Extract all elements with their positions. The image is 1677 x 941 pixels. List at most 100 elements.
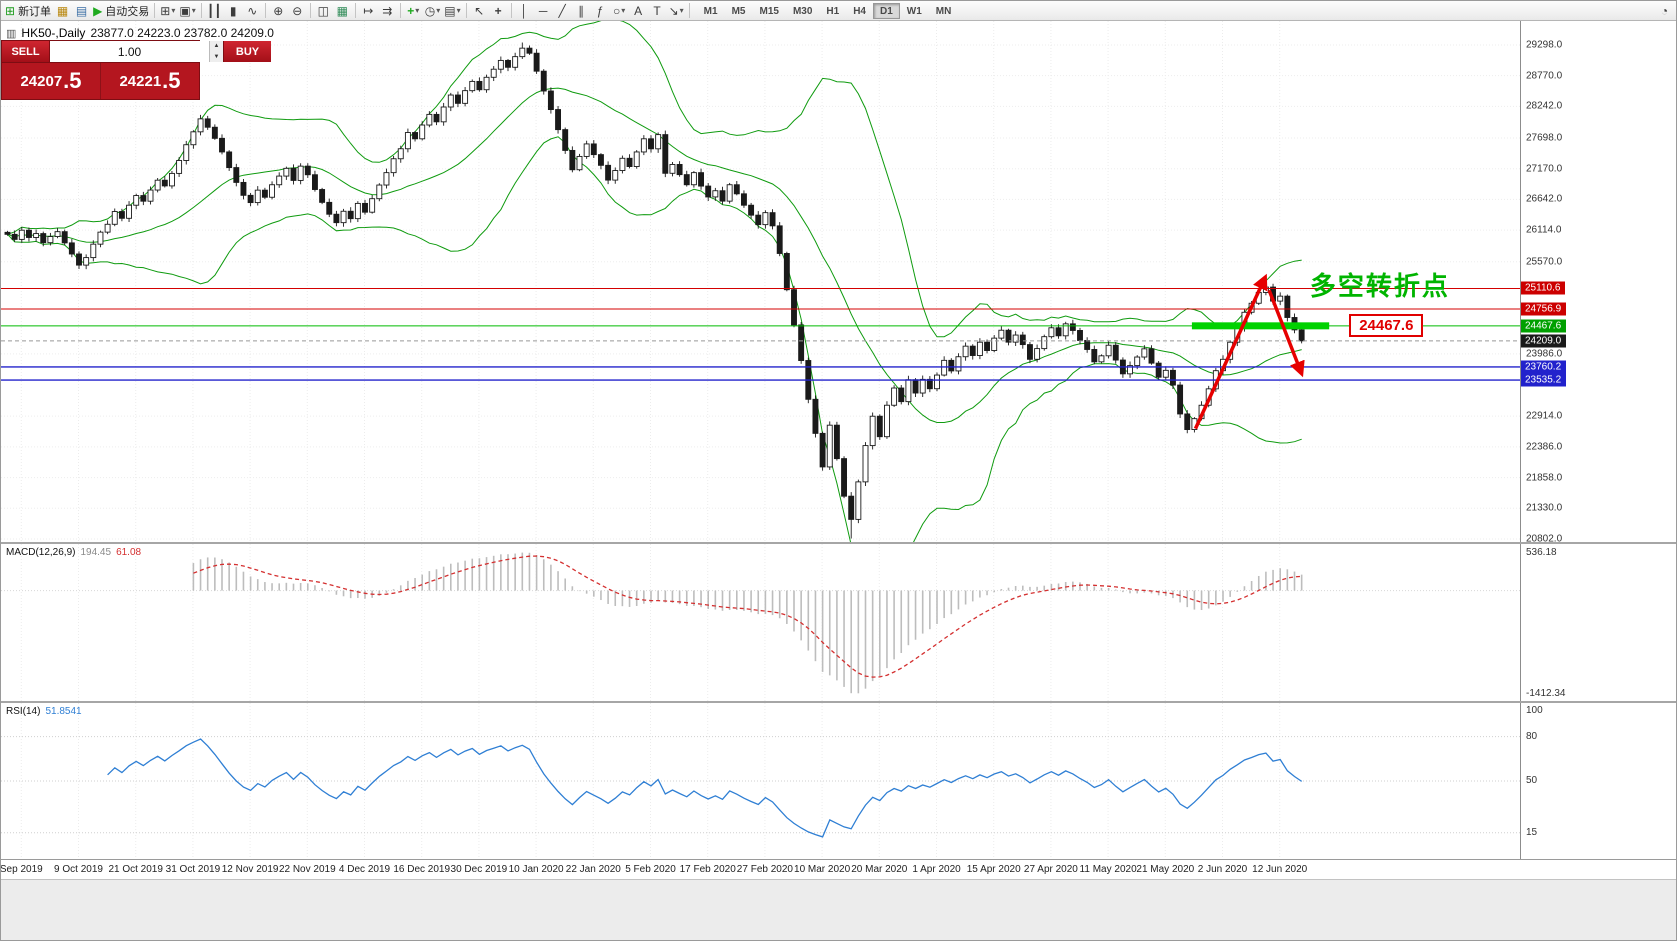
tile-windows-icon[interactable]: ◫: [314, 2, 333, 20]
indicators-icon[interactable]: + ▾: [404, 2, 423, 20]
price-tick: 23986.0: [1526, 348, 1563, 360]
volume-stepper[interactable]: ▲ ▼: [209, 41, 223, 62]
price-tick: 28242.0: [1526, 100, 1563, 112]
volume-up-icon[interactable]: ▲: [210, 41, 223, 52]
crosshair-icon[interactable]: +: [489, 2, 508, 20]
price-tag-24756.9: 24756.9: [1521, 302, 1567, 316]
text-icon[interactable]: A: [629, 2, 648, 20]
chevron-down-icon: ▾: [436, 6, 441, 15]
strategy-grid-icon: ▦: [336, 3, 348, 18]
indicators-icon: +: [407, 3, 415, 18]
text-icon: A: [634, 3, 643, 18]
volume-input[interactable]: [50, 41, 209, 62]
auto-scroll-icon: ↦: [363, 3, 374, 18]
text-label-icon[interactable]: T: [648, 2, 667, 20]
trendline-icon: ╱: [558, 3, 566, 18]
price-tag-24209.0: 24209.0: [1521, 334, 1567, 348]
candle-chart-icon[interactable]: ▮: [224, 2, 243, 20]
trendline-icon[interactable]: ╱: [553, 2, 572, 20]
price-tick: 25570.0: [1526, 256, 1563, 268]
line-chart-icon[interactable]: ∿: [243, 2, 262, 20]
new-order-icon: ⊞: [5, 3, 16, 18]
chevron-down-icon: ▾: [191, 6, 196, 15]
bar-chart-icon[interactable]: ┃┃: [205, 2, 224, 20]
timeframe-m30-button[interactable]: M30: [786, 3, 819, 19]
timeframe-m15-button[interactable]: M15: [752, 3, 785, 19]
macd-label: MACD(12,26,9) 194.45 61.08: [6, 547, 142, 558]
strategy-grid-icon[interactable]: ▦: [333, 2, 352, 20]
timeframe-h4-button[interactable]: H4: [846, 3, 873, 19]
date-axis[interactable]: Sep 2019 9 Oct 2019 21 Oct 2019 31 Oct 2019…: [1, 859, 1676, 879]
tile-windows-icon: ◫: [317, 3, 329, 18]
fibonacci-icon[interactable]: ƒ: [591, 2, 610, 20]
new-chart-icon: ⊞: [160, 3, 171, 18]
date-label: 22 Nov 2019: [278, 864, 336, 875]
sell-button[interactable]: SELL: [2, 41, 50, 62]
candle-chart-icon: ▮: [229, 3, 237, 18]
timeframe-w1-button[interactable]: W1: [900, 3, 929, 19]
macd-axis-min: -1412.34: [1526, 688, 1566, 699]
date-label: 15 Apr 2020: [966, 864, 1021, 875]
price-tick: 21858.0: [1526, 472, 1563, 484]
price-tag-23535.2: 23535.2: [1521, 373, 1567, 387]
toolbar-separator: [510, 3, 512, 18]
buy-price[interactable]: 24221 .5: [101, 63, 199, 99]
rsi-panel[interactable]: RSI(14) 51.8541: [1, 703, 1520, 859]
chevron-down-icon: ▾: [456, 6, 461, 15]
date-label: 27 Apr 2020: [1023, 864, 1078, 875]
profiles-icon[interactable]: ▣ ▾: [177, 2, 197, 20]
zoom-out-icon[interactable]: ⊖: [288, 2, 307, 20]
macd-panel[interactable]: MACD(12,26,9) 194.45 61.08: [1, 544, 1520, 701]
panel-divider[interactable]: [1, 701, 1676, 703]
vertical-line-icon[interactable]: │: [515, 2, 534, 20]
date-label: 12 Jun 2020: [1252, 864, 1308, 875]
sell-price[interactable]: 24207 .5: [2, 63, 101, 99]
horizontal-line-icon[interactable]: ─: [534, 2, 553, 20]
new-chart-icon[interactable]: ⊞ ▾: [158, 2, 177, 20]
charts-grid-icon[interactable]: ▦: [53, 2, 72, 20]
timeframe-m1-button[interactable]: M1: [697, 3, 725, 19]
date-label: 30 Dec 2019: [450, 864, 508, 875]
buy-button[interactable]: BUY: [223, 41, 271, 62]
toolbar-separator: [399, 3, 401, 18]
channel-icon[interactable]: ∥: [572, 2, 591, 20]
timeframe-d1-button[interactable]: D1: [872, 2, 900, 19]
rsi-level-80: 80: [1526, 730, 1538, 742]
auto-trading-button[interactable]: ▶ 自动交易: [91, 2, 151, 20]
templates-icon[interactable]: ▤ ▾: [442, 2, 462, 20]
periods-icon: ◷: [424, 3, 436, 18]
clock-icon[interactable]: ◔: [1655, 2, 1674, 20]
auto-scroll-icon[interactable]: ↦: [359, 2, 378, 20]
timeframe-m5-button[interactable]: M5: [725, 3, 753, 19]
clock-glyph: ◔: [1660, 3, 1669, 18]
channel-icon: ∥: [578, 3, 585, 18]
cursor-icon: ↖: [474, 3, 485, 18]
chart-shift-icon[interactable]: ⇉: [378, 2, 397, 20]
macd-axis[interactable]: 536.18 -1412.34: [1520, 544, 1676, 701]
timeframe-mn-button[interactable]: MN: [929, 3, 959, 19]
periods-icon[interactable]: ◷ ▾: [423, 2, 443, 20]
zoom-in-icon[interactable]: ⊕: [269, 2, 288, 20]
price-tick: 27170.0: [1526, 163, 1563, 175]
price-axis[interactable]: 25110.6 24756.9 24467.6 24209.0 23760.2 23535…: [1520, 21, 1676, 542]
market-watch-icon[interactable]: ▤: [72, 2, 91, 20]
shapes-icon[interactable]: ○ ▾: [610, 2, 629, 20]
zoom-out-icon: ⊖: [292, 3, 303, 18]
timeframe-h1-button[interactable]: H1: [819, 3, 846, 19]
chart-title: HK50-,Daily: [21, 26, 86, 40]
rsi-axis[interactable]: 100 80 50 15: [1520, 703, 1676, 859]
fibonacci-icon: ƒ: [596, 3, 604, 18]
new-order-button[interactable]: ⊞ 新订单: [3, 2, 53, 20]
crosshair-icon: +: [494, 3, 502, 18]
volume-field[interactable]: ▲ ▼: [50, 41, 223, 62]
arrows-icon[interactable]: ↘ ▾: [667, 2, 686, 20]
cursor-icon[interactable]: ↖: [470, 2, 489, 20]
rsi-level-50: 50: [1526, 775, 1538, 786]
bottom-strip: [1, 879, 1676, 940]
volume-down-icon[interactable]: ▼: [210, 51, 223, 62]
main-chart-plot[interactable]: ▥ HK50-,Daily 23877.0 24223.0 23782.0 24…: [1, 21, 1520, 542]
date-label: 21 May 2020: [1136, 864, 1195, 875]
new-order-button-label: 新订单: [18, 5, 52, 18]
panel-divider[interactable]: [1, 542, 1676, 544]
